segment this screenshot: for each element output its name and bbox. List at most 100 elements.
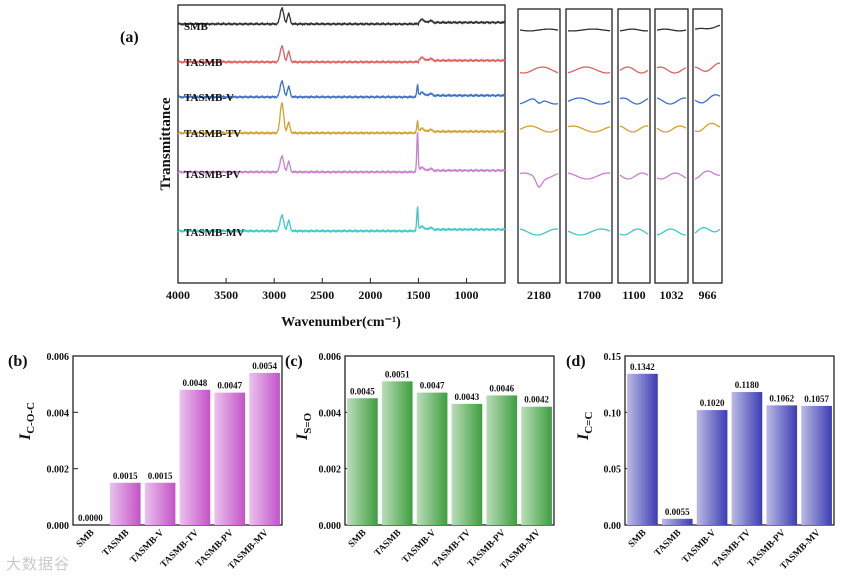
watermark-text: 大数据谷 (6, 555, 71, 573)
zoom-line-tasmb-v (519, 98, 559, 105)
panel-label-b: (b) (8, 353, 28, 370)
panel-a-frame (177, 4, 506, 284)
spectrum-line-smb (177, 6, 506, 27)
bar-c-tasmb-tv (451, 403, 483, 525)
spectrum-line-tasmb-v (177, 79, 506, 100)
bar-value-label: 0.0048 (183, 378, 208, 388)
bar-c-tasmb-pv (486, 395, 518, 525)
panel-a-y-axis-title: Transmittance (158, 97, 174, 190)
bar-d-tasmb-tv (731, 392, 763, 525)
panel-label-d: (d) (566, 353, 586, 370)
zoom-line-tasmb-pv (694, 170, 721, 180)
bar-value-label: 0.0042 (524, 395, 549, 405)
bar-category-label: TASMB-V (129, 528, 167, 566)
panel-d-y-tick-label: 0.00 (604, 521, 622, 532)
panel-d-y-tick-label: 0.15 (604, 352, 622, 363)
y-axis-subscript: C-O-C (25, 402, 37, 434)
bar-category-label: SMB (75, 528, 97, 550)
panel-a-x-tick-label: 2500 (310, 288, 334, 302)
bar-category-label: SMB (347, 528, 369, 550)
bar-d-tasmb-mv (801, 405, 832, 525)
bar-c-tasmb-v (416, 392, 448, 525)
panel-b-y-tick-label: 0.006 (47, 352, 70, 363)
panel-b-y-axis-title: IC-O-C (17, 402, 37, 441)
bar-value-label: 0.0051 (385, 369, 410, 379)
panel-label-c: (c) (285, 353, 303, 370)
bar-value-label: 0.1020 (700, 398, 725, 408)
zoom-line-tasmb-tv (694, 122, 721, 133)
spectrum-label-tasmb-v: TASMB-V (184, 92, 234, 104)
bar-value-label: 0.0015 (113, 471, 138, 481)
zoom-line-tasmb-pv (519, 172, 559, 189)
bar-b-tasmb-mv (249, 372, 280, 525)
zoom-line-tasmb (656, 66, 687, 74)
bar-value-label: 0.0046 (489, 383, 514, 393)
zoom-line-tasmb-mv (619, 228, 649, 236)
bar-value-label: 0.1180 (735, 380, 760, 390)
zoom-window-frame (565, 8, 613, 284)
bar-category-label: TASMB (653, 528, 684, 559)
zoom-line-smb (519, 28, 559, 32)
panel-c-y-tick-label: 0.002 (319, 465, 342, 476)
zoom-line-tasmb-pv (619, 172, 649, 180)
spectrum-label-tasmb-tv: TASMB-TV (184, 128, 241, 140)
spectrum-label-smb: SMB (184, 21, 209, 33)
spectrum-label-tasmb: TASMB (184, 57, 223, 69)
zoom-line-tasmb-v (694, 94, 721, 104)
bar-b-tasmb-pv (214, 392, 246, 525)
panel-a-x-tick-label: 2000 (358, 288, 382, 302)
panel-label-a: (a) (120, 29, 139, 46)
zoom-line-tasmb (694, 62, 721, 72)
panel-c-frame (344, 355, 555, 526)
bar-value-label: 0.0000 (78, 513, 103, 523)
panel-c-y-axis-title: IS=O (294, 412, 314, 441)
zoom-line-smb (694, 24, 721, 30)
bar-value-label: 0.0015 (148, 471, 173, 481)
bar-d-smb (627, 373, 658, 525)
panel-c-y-tick-label: 0.004 (319, 408, 342, 419)
zoom-window-frame (617, 8, 651, 284)
zoom-window-label: 1700 (577, 288, 601, 302)
zoom-line-tasmb (567, 66, 611, 74)
bar-value-label: 0.0054 (252, 361, 277, 371)
bar-category-label: TASMB (373, 528, 404, 559)
panel-a-x-tick-label: 3500 (214, 288, 238, 302)
bar-value-label: 0.0047 (217, 381, 242, 391)
bar-category-label: SMB (627, 528, 649, 550)
zoom-line-tasmb (519, 66, 559, 74)
zoom-line-tasmb (619, 66, 649, 74)
spectrum-line-tasmb (177, 44, 506, 65)
zoom-line-tasmb-tv (519, 125, 559, 133)
zoom-line-tasmb-pv (567, 172, 611, 180)
zoom-line-tasmb-pv (656, 172, 687, 180)
zoom-line-smb (619, 28, 649, 32)
bar-b-tasmb-tv (179, 389, 211, 525)
zoom-line-tasmb-mv (656, 228, 686, 236)
zoom-window-frame (692, 8, 723, 284)
zoom-line-tasmb-mv (519, 228, 559, 236)
y-axis-symbol: I (294, 433, 311, 441)
zoom-window-frame (654, 8, 689, 284)
bar-d-tasmb-pv (766, 405, 798, 525)
panel-d-y-tick-label: 0.10 (604, 408, 622, 419)
bar-category-label: TASMB (101, 528, 132, 559)
spectrum-label-tasmb-mv: TASMB-MV (184, 227, 244, 239)
panel-d-y-axis-title: IC=C (575, 412, 595, 441)
panel-c-y-tick-label: 0.000 (319, 521, 342, 532)
bar-c-tasmb-mv (521, 406, 552, 525)
zoom-line-tasmb-v (619, 97, 649, 105)
bar-value-label: 0.0043 (455, 392, 480, 402)
bar-d-tasmb (661, 518, 693, 525)
spectrum-line-tasmb-tv (177, 102, 506, 136)
spectrum-line-tasmb-mv (177, 205, 506, 234)
zoom-window-label: 2180 (527, 288, 551, 302)
zoom-line-smb (567, 28, 611, 32)
panel-d-frame (624, 355, 835, 526)
panel-a-x-tick-label: 1500 (406, 288, 430, 302)
panel-b-frame (72, 355, 283, 526)
panel-a-x-tick-label: 1000 (455, 288, 479, 302)
bar-value-label: 0.0055 (665, 507, 690, 517)
zoom-line-tasmb-mv (567, 228, 611, 236)
bar-category-label: TASMB-V (401, 528, 439, 566)
